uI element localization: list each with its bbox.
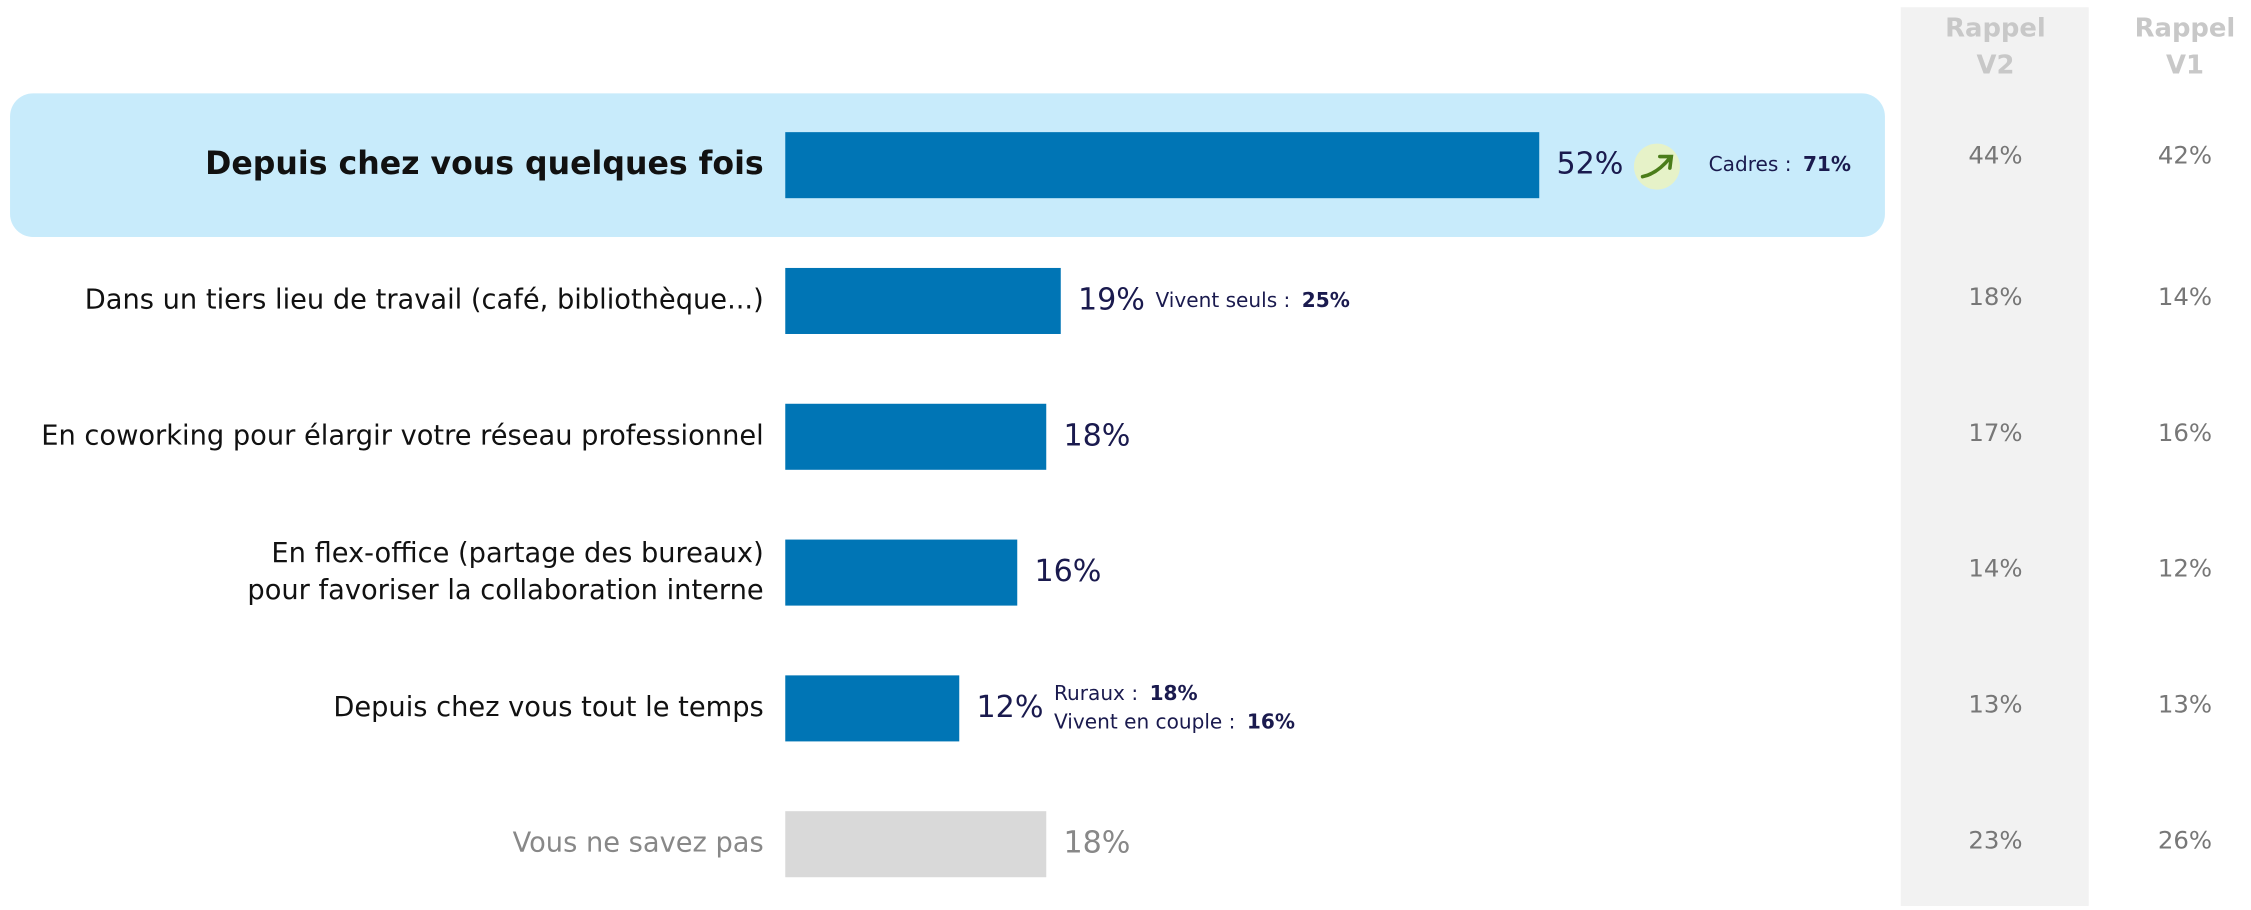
annotation-label: Vivent seuls : (1156, 287, 1291, 311)
bar (785, 811, 1047, 878)
bar (785, 539, 1018, 606)
value-label: 12% (976, 690, 1043, 725)
annotation: Vivent seuls : 25% (1156, 287, 1350, 311)
recall-value: 23% (1968, 825, 2022, 854)
trend-arrow (1640, 154, 1674, 179)
annotation: Ruraux : 18% (1054, 681, 1198, 705)
recall-value: 44% (1968, 141, 2022, 170)
recall-value: 17% (1968, 418, 2022, 447)
annotation: Cadres : 71% (1709, 152, 1851, 176)
recall-value: 16% (2158, 418, 2212, 447)
bar (785, 267, 1061, 334)
recall-value: 42% (2158, 141, 2212, 170)
recall-header: V1 (2166, 51, 2204, 81)
recall-value: 26% (2158, 825, 2212, 854)
category-label: Vous ne savez pas (513, 828, 764, 859)
annotation-value: 16% (1247, 709, 1295, 733)
value-label: 18% (1063, 826, 1130, 861)
recall-value: 18% (1968, 282, 2022, 311)
recall-header: Rappel (1945, 13, 2046, 43)
trend-icon (1633, 143, 1680, 190)
value-label: 52% (1556, 147, 1623, 182)
category-label: Depuis chez vous quelques fois (205, 146, 764, 182)
category-label: En flex-office (partage des bureaux) pour… (247, 537, 763, 605)
category-label: Depuis chez vous tout le temps (333, 692, 763, 723)
annotation-label: Ruraux : (1054, 681, 1138, 705)
annotation-label: Vivent en couple : (1054, 709, 1235, 733)
recall-value: 14% (2158, 282, 2212, 311)
value-label: 16% (1034, 554, 1101, 589)
recall-value: 14% (1968, 554, 2022, 583)
annotation-value: 71% (1803, 152, 1851, 176)
category-label: Dans un tiers lieu de travail (café, bib… (85, 284, 764, 315)
value-label: 18% (1063, 418, 1130, 453)
annotation-value: 25% (1302, 287, 1350, 311)
annotation: Vivent en couple : 16% (1054, 709, 1295, 733)
value-label: 19% (1078, 282, 1145, 317)
annotation-label: Cadres : (1709, 152, 1792, 176)
bar (785, 403, 1047, 470)
recall-header: Rappel (2135, 13, 2236, 43)
recall-header: V2 (1976, 51, 2014, 81)
annotation-value: 18% (1150, 681, 1198, 705)
recall-value: 13% (2158, 690, 2212, 719)
category-label: En coworking pour élargir votre réseau p… (41, 420, 764, 451)
recall-value: 12% (2158, 554, 2212, 583)
recall-column-bg (1900, 7, 2089, 906)
bar (785, 132, 1540, 199)
bar (785, 675, 960, 742)
recall-value: 13% (1968, 690, 2022, 719)
